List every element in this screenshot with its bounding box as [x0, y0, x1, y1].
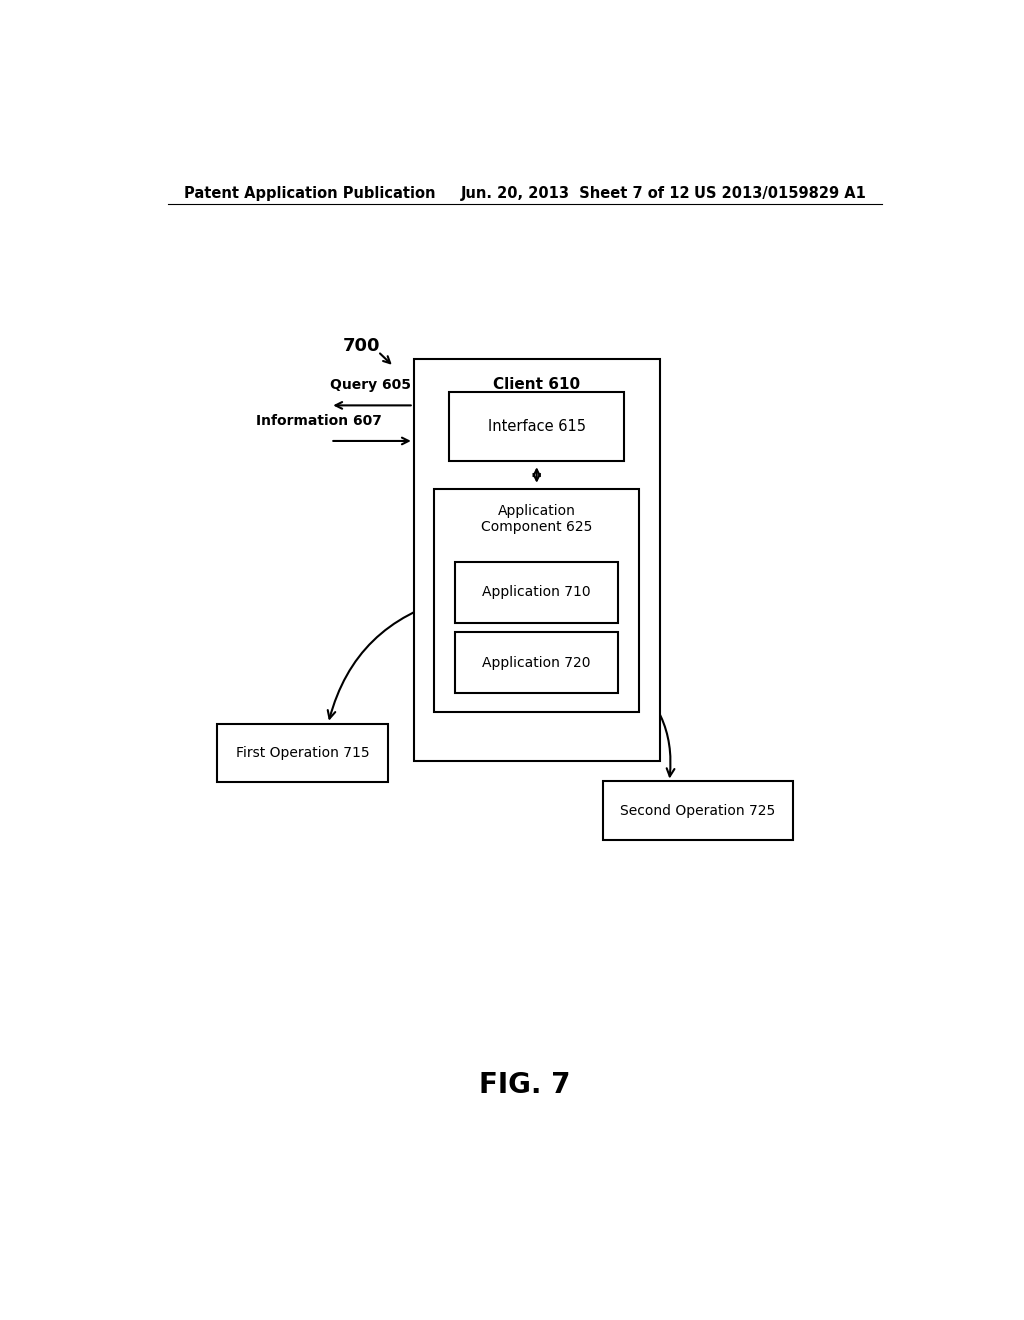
FancyBboxPatch shape	[456, 562, 618, 623]
Text: Application 710: Application 710	[482, 585, 591, 599]
Text: US 2013/0159829 A1: US 2013/0159829 A1	[694, 186, 866, 201]
Text: 700: 700	[342, 338, 380, 355]
FancyArrowPatch shape	[621, 669, 675, 776]
Text: Query 605: Query 605	[330, 378, 411, 392]
Text: First Operation 715: First Operation 715	[236, 746, 370, 760]
Text: Jun. 20, 2013  Sheet 7 of 12: Jun. 20, 2013 Sheet 7 of 12	[461, 186, 691, 201]
FancyBboxPatch shape	[217, 723, 388, 783]
Text: Interface 615: Interface 615	[487, 420, 586, 434]
Text: FIG. 7: FIG. 7	[479, 1072, 570, 1100]
Text: Application 720: Application 720	[482, 656, 591, 669]
Text: Second Operation 725: Second Operation 725	[621, 804, 775, 818]
FancyArrowPatch shape	[328, 598, 453, 718]
Text: Client 610: Client 610	[494, 378, 581, 392]
Text: Information 607: Information 607	[256, 413, 381, 428]
FancyBboxPatch shape	[456, 632, 618, 693]
FancyBboxPatch shape	[434, 488, 639, 713]
Text: Application
Component 625: Application Component 625	[481, 504, 593, 535]
FancyBboxPatch shape	[602, 781, 793, 841]
Text: Patent Application Publication: Patent Application Publication	[183, 186, 435, 201]
FancyBboxPatch shape	[414, 359, 659, 760]
FancyBboxPatch shape	[450, 392, 624, 461]
